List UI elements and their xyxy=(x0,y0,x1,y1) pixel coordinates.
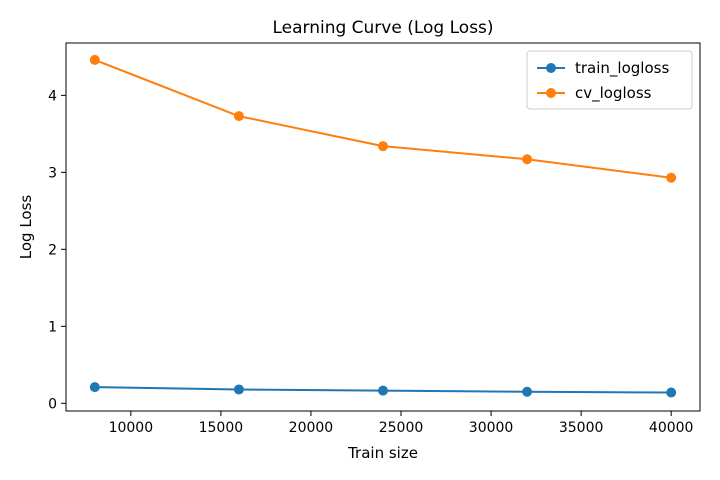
legend-label: train_logloss xyxy=(575,59,669,78)
plot-area xyxy=(89,54,677,398)
x-axis: 10000 15000 20000 25000 30000 35000 40000 xyxy=(109,411,694,436)
cv_logloss-point xyxy=(666,172,677,183)
x-tick-label: 20000 xyxy=(289,420,334,436)
cv_logloss-point xyxy=(378,141,388,152)
legend: train_logloss cv_logloss xyxy=(526,50,693,110)
train_logloss-point xyxy=(233,384,244,395)
legend-swatch-marker xyxy=(546,63,556,73)
cv_logloss-point xyxy=(89,54,100,65)
chart-title: Learning Curve (Log Loss) xyxy=(272,18,493,38)
x-axis-label: Train size xyxy=(347,444,418,462)
y-tick-label: 4 xyxy=(48,88,57,104)
y-axis: 0 1 2 3 4 xyxy=(48,88,66,412)
x-tick-label: 25000 xyxy=(379,420,424,436)
cv_logloss-point xyxy=(522,154,533,165)
legend-swatch-marker xyxy=(546,88,556,98)
train_logloss-point xyxy=(666,387,677,398)
y-axis-label: Log Loss xyxy=(17,195,35,260)
x-tick-label: 40000 xyxy=(649,420,694,436)
y-tick-label: 2 xyxy=(48,242,57,258)
train_logloss-point xyxy=(522,386,533,397)
x-tick-label: 35000 xyxy=(559,420,604,436)
x-tick-label: 15000 xyxy=(199,420,244,436)
plot-frame xyxy=(65,42,701,412)
y-tick-label: 0 xyxy=(48,396,57,412)
train_logloss-point xyxy=(378,385,388,396)
legend-label: cv_logloss xyxy=(575,84,652,103)
train_logloss-point xyxy=(89,382,100,393)
legend-box xyxy=(526,50,693,110)
y-tick-label: 3 xyxy=(48,165,57,181)
cv_logloss-point xyxy=(233,111,244,122)
x-tick-label: 10000 xyxy=(109,420,154,436)
y-tick-label: 1 xyxy=(48,319,57,335)
x-tick-label: 30000 xyxy=(469,420,514,436)
